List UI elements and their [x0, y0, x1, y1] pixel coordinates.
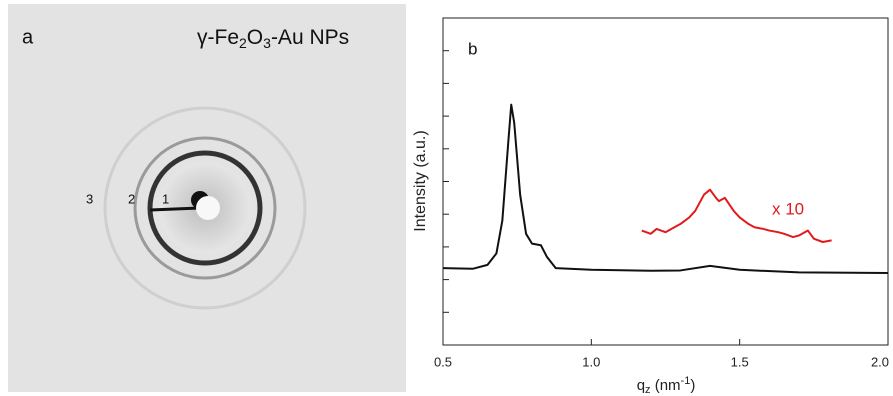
- x-tick-label: 0.5: [434, 354, 452, 369]
- x-label-part: q: [637, 377, 645, 394]
- title-part: 3: [263, 35, 271, 51]
- panel-b: b Intensity (a.u.) qz (nm-1) x 10 0.5 1.0…: [412, 17, 889, 396]
- panel-label: b: [468, 39, 477, 58]
- ring-label: 2: [128, 191, 135, 206]
- ring-label: 3: [86, 191, 93, 206]
- ring-1: [147, 150, 263, 266]
- y-axis-label: Intensity (a.u.): [412, 130, 429, 231]
- x-tick-label: 2.0: [871, 354, 889, 369]
- x-label-part: -1: [681, 375, 691, 387]
- data-line: [641, 188, 832, 243]
- beam-stop-arm: [149, 206, 201, 212]
- panel-title: γ-Fe2O3-Au NPs: [197, 26, 349, 51]
- plot-frame: [442, 17, 889, 346]
- ring-label: 1: [162, 191, 169, 206]
- title-part: 2: [239, 35, 247, 51]
- x-label-part: z: [645, 384, 651, 396]
- title-part: γ-Fe: [197, 26, 239, 49]
- beam-stop: [196, 196, 220, 220]
- ring-2: [133, 136, 277, 280]
- title-part: -Au NPs: [271, 26, 349, 49]
- x-label-part: (nm: [651, 377, 681, 394]
- x-tick-label: 1.0: [582, 354, 600, 369]
- x-tick-label: 1.5: [731, 354, 749, 369]
- panel-a: a γ-Fe2O3-Au NPs 3 2 1: [8, 4, 406, 392]
- annotation: x 10: [772, 199, 804, 218]
- x-axis-label: qz (nm-1): [637, 375, 696, 396]
- title-part: O: [247, 26, 263, 49]
- panel-label: a: [22, 26, 34, 48]
- ring-3: [103, 106, 307, 310]
- x-label-part: ): [690, 377, 695, 394]
- data-line: [442, 103, 889, 275]
